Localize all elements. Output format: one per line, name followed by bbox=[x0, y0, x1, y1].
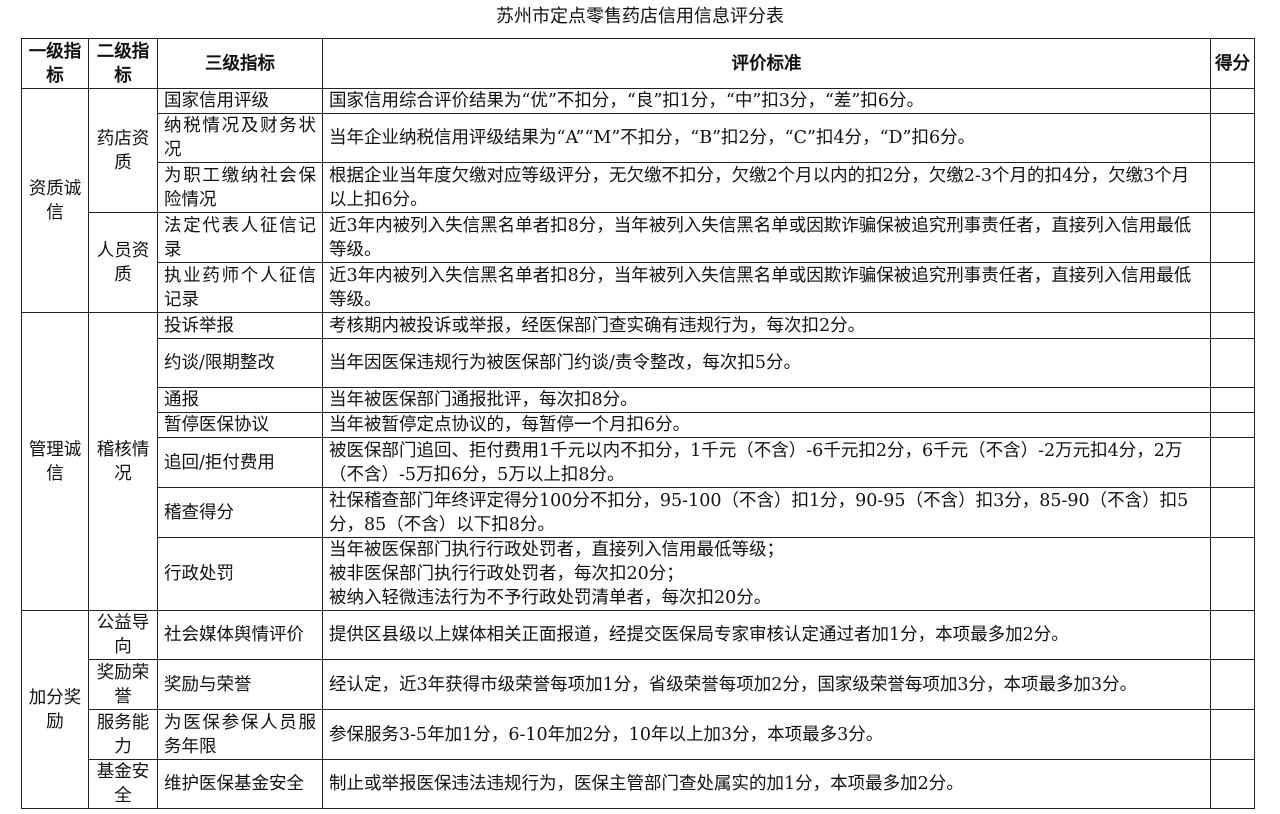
header-row: 一级指标 二级指标 三级指标 评价标准 得分 bbox=[21, 38, 1255, 89]
table-row: 服务能力 为医保参保人员服务年限 参保服务3-5年加1分，6-10年加2分，10年以… bbox=[22, 709, 1255, 760]
table-row: 资质诚信 药店资质 国家信用评级 国家信用综合评价结果为“优”不扣分，“良”扣1分，“… bbox=[21, 88, 1255, 313]
level3-cell: 国家信用评级 bbox=[157, 88, 323, 114]
level2-cell: 稽核情况 bbox=[88, 312, 158, 611]
table-row: 稽查得分 社保稽查部门年终评定得分100分不扣分，95-100（不含）扣1分，90… bbox=[22, 487, 1255, 538]
level2-cell: 服务能力 bbox=[88, 709, 158, 760]
level1-cell: 资质诚信 bbox=[21, 88, 89, 313]
score-cell[interactable] bbox=[1210, 437, 1255, 488]
score-cell[interactable] bbox=[1210, 88, 1255, 114]
table-row: 追回/拒付费用 被医保部门追回、拒付费用1千元以内不扣分，1千元（不含）-6千元扣… bbox=[22, 437, 1255, 488]
criteria-cell: 制止或举报医保违法违规行为，医保主管部门查处属实的加1分，本项最多加2分。 bbox=[322, 759, 1211, 809]
table-row: 执业药师个人征信记录 近3年内被列入失信黑名单者扣8分，当年被列入失信黑名单或因欺… bbox=[22, 262, 1255, 313]
level2-cell: 人员资质 bbox=[88, 212, 158, 313]
table-row: 基金安全 维护医保基金安全 制止或举报医保违法违规行为，医保主管部门查处属实的加1分… bbox=[22, 759, 1255, 809]
header-criteria: 评价标准 bbox=[322, 38, 1211, 89]
table-row: 约谈/限期整改 当年因医保违规行为被医保部门约谈/责令整改，每次扣5分。 bbox=[22, 338, 1255, 388]
level2-cell: 基金安全 bbox=[88, 759, 158, 809]
level1-cell: 加分奖励 bbox=[21, 610, 89, 809]
level1-cell: 管理诚信 bbox=[21, 312, 89, 611]
criteria-cell: 考核期内被投诉或举报，经医保部门查实确有违规行为，每次扣2分。 bbox=[322, 312, 1211, 339]
table-row: 通报 当年被医保部门通报批评，每次扣8分。 bbox=[22, 387, 1255, 413]
page-title: 苏州市定点零售药店信用信息评分表 bbox=[496, 6, 784, 27]
score-cell[interactable] bbox=[1210, 487, 1255, 538]
criteria-cell: 国家信用综合评价结果为“优”不扣分，“良”扣1分，“中”扣3分，“差”扣6分。 bbox=[322, 88, 1211, 114]
score-cell[interactable] bbox=[1210, 537, 1255, 611]
level3-cell: 社会媒体舆情评价 bbox=[157, 610, 323, 660]
score-cell[interactable] bbox=[1210, 610, 1255, 660]
criteria-cell: 当年被医保部门通报批评，每次扣8分。 bbox=[322, 387, 1211, 413]
level3-cell: 行政处罚 bbox=[157, 537, 323, 611]
table-row: 暂停医保协议 当年被暂停定点协议的，每暂停一个月扣6分。 bbox=[22, 412, 1255, 438]
table-row: 加分奖励 公益导向 社会媒体舆情评价 提供区县级以上媒体相关正面报道，经提交医保局专家… bbox=[21, 610, 1255, 809]
table-row: 人员资质 法定代表人征信记录 近3年内被列入失信黑名单者扣8分，当年被列入失信黑名单… bbox=[22, 212, 1255, 313]
table-row: 为职工缴纳社会保险情况 根据企业当年度欠缴对应等级评分，无欠缴不扣分，欠缴2个月以… bbox=[22, 162, 1255, 213]
table-row: 纳税情况及财务状况 当年企业纳税信用评级结果为“A”“M”不扣分，“B”扣2分，“… bbox=[22, 113, 1255, 163]
header-score: 得分 bbox=[1210, 38, 1255, 89]
score-cell[interactable] bbox=[1210, 412, 1255, 438]
score-cell[interactable] bbox=[1210, 162, 1255, 213]
level3-cell: 维护医保基金安全 bbox=[157, 759, 323, 809]
score-cell[interactable] bbox=[1210, 212, 1255, 263]
criteria-cell: 近3年内被列入失信黑名单者扣8分，当年被列入失信黑名单或因欺诈骗保被追究刑事责任… bbox=[322, 212, 1211, 263]
level2-cell: 公益导向 bbox=[88, 610, 158, 660]
level3-cell: 通报 bbox=[157, 387, 323, 413]
level2-cell: 奖励荣誉 bbox=[88, 659, 158, 710]
criteria-cell: 被医保部门追回、拒付费用1千元以内不扣分，1千元（不含）-6千元扣2分，6千元（… bbox=[322, 437, 1211, 488]
level3-cell: 纳税情况及财务状况 bbox=[157, 113, 323, 163]
criteria-cell: 近3年内被列入失信黑名单者扣8分，当年被列入失信黑名单或因欺诈骗保被追究刑事责任… bbox=[322, 262, 1211, 313]
level3-cell: 投诉举报 bbox=[157, 312, 323, 339]
table-row: 奖励荣誉 奖励与荣誉 经认定，近3年获得市级荣誉每项加1分，省级荣誉每项加2分，国家… bbox=[22, 659, 1255, 710]
score-cell[interactable] bbox=[1210, 759, 1255, 809]
level3-cell: 奖励与荣誉 bbox=[157, 659, 323, 710]
level3-cell: 为医保参保人员服务年限 bbox=[157, 709, 323, 760]
header-level1: 一级指标 bbox=[21, 38, 89, 89]
criteria-cell: 经认定，近3年获得市级荣誉每项加1分，省级荣誉每项加2分，国家级荣誉每项加3分，… bbox=[322, 659, 1211, 710]
level3-cell: 追回/拒付费用 bbox=[157, 437, 323, 488]
level3-cell: 稽查得分 bbox=[157, 487, 323, 538]
level3-cell: 约谈/限期整改 bbox=[157, 338, 323, 388]
score-cell[interactable] bbox=[1210, 262, 1255, 313]
criteria-cell: 提供区县级以上媒体相关正面报道，经提交医保局专家审核认定通过者加1分，本项最多加… bbox=[322, 610, 1211, 660]
criteria-cell: 社保稽查部门年终评定得分100分不扣分，95-100（不含）扣1分，90-95（… bbox=[322, 487, 1211, 538]
criteria-cell: 当年被医保部门执行行政处罚者，直接列入信用最低等级； 被非医保部门执行行政处罚者… bbox=[322, 537, 1211, 611]
criteria-cell: 参保服务3-5年加1分，6-10年加2分，10年以上加3分，本项最多3分。 bbox=[322, 709, 1211, 760]
table-row: 管理诚信 稽核情况 投诉举报 考核期内被投诉或举报，经医保部门查实确有违规行为，每次扣… bbox=[21, 312, 1255, 611]
criteria-cell: 当年被暂停定点协议的，每暂停一个月扣6分。 bbox=[322, 412, 1211, 438]
score-cell[interactable] bbox=[1210, 659, 1255, 710]
header-level3: 三级指标 bbox=[157, 38, 323, 89]
criteria-cell: 当年企业纳税信用评级结果为“A”“M”不扣分，“B”扣2分，“C”扣4分，“D”… bbox=[322, 113, 1211, 163]
level3-cell: 暂停医保协议 bbox=[157, 412, 323, 438]
score-cell[interactable] bbox=[1210, 709, 1255, 760]
table-row: 行政处罚 当年被医保部门执行行政处罚者，直接列入信用最低等级； 被非医保部门执行行… bbox=[22, 537, 1255, 611]
criteria-cell: 根据企业当年度欠缴对应等级评分，无欠缴不扣分，欠缴2个月以内的扣2分，欠缴2-3… bbox=[322, 162, 1211, 213]
level2-cell: 药店资质 bbox=[88, 88, 158, 213]
level3-cell: 法定代表人征信记录 bbox=[157, 212, 323, 263]
credit-score-table: 一级指标 二级指标 三级指标 评价标准 得分 资质诚信 药店资质 国家信用评级 国家信… bbox=[21, 38, 1255, 809]
header-level2: 二级指标 bbox=[88, 38, 158, 89]
score-cell[interactable] bbox=[1210, 338, 1255, 388]
score-cell[interactable] bbox=[1210, 113, 1255, 163]
level3-cell: 为职工缴纳社会保险情况 bbox=[157, 162, 323, 213]
criteria-cell: 当年因医保违规行为被医保部门约谈/责令整改，每次扣5分。 bbox=[322, 338, 1211, 388]
level3-cell: 执业药师个人征信记录 bbox=[157, 262, 323, 313]
score-cell[interactable] bbox=[1210, 312, 1255, 339]
score-cell[interactable] bbox=[1210, 387, 1255, 413]
